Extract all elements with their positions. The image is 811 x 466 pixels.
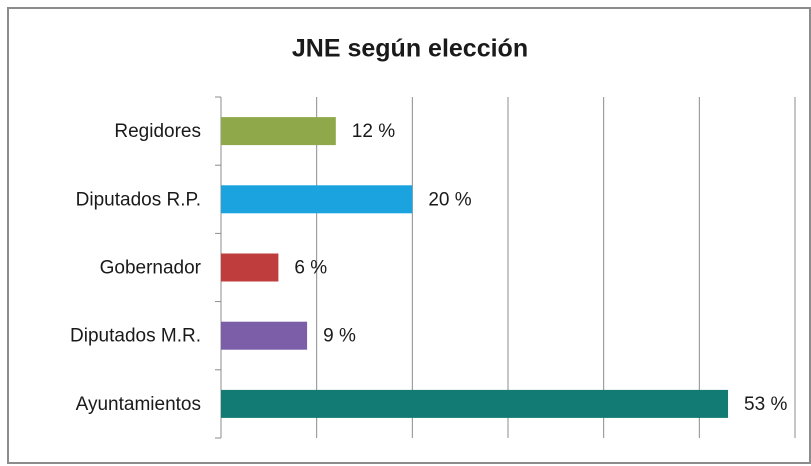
y-tick-label: Gobernador xyxy=(100,258,202,279)
y-tick-label: Regidores xyxy=(114,121,201,142)
bar xyxy=(221,389,729,418)
bar xyxy=(221,117,336,146)
data-label: 9 % xyxy=(323,326,356,347)
chart-frame xyxy=(7,7,811,464)
data-label: 12 % xyxy=(352,121,395,142)
y-tick-label: Ayuntamientos xyxy=(76,394,201,415)
bar xyxy=(221,185,413,214)
bar xyxy=(221,321,308,350)
chart-title: JNE según elección xyxy=(292,35,528,63)
data-label: 20 % xyxy=(428,189,471,210)
y-tick-label: Diputados M.R. xyxy=(70,326,201,347)
data-label: 53 % xyxy=(744,394,787,415)
y-tick-label: Diputados R.P. xyxy=(76,189,201,210)
bar xyxy=(221,253,279,282)
data-label: 6 % xyxy=(294,258,327,279)
